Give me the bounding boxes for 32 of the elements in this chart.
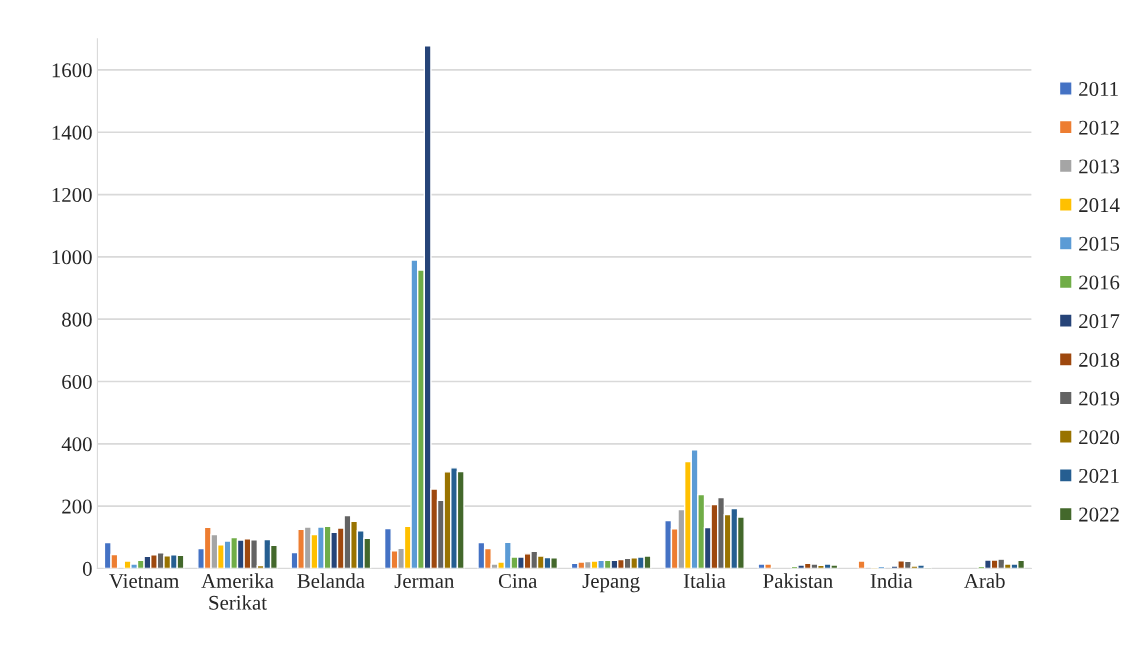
legend-label: 2013 bbox=[1079, 159, 1120, 174]
legend-label: 2019 bbox=[1079, 391, 1120, 406]
legend-label: 2021 bbox=[1079, 468, 1119, 483]
legend-label: 2017 bbox=[1079, 314, 1120, 329]
x-tick-label: Italia bbox=[683, 573, 726, 588]
legend-label: 2022 bbox=[1079, 507, 1119, 522]
legend-label: 2014 bbox=[1079, 198, 1120, 213]
x-tick-label: Cina bbox=[498, 574, 538, 588]
y-tick-label: 200 bbox=[62, 499, 92, 514]
y-tick-label: 1000 bbox=[52, 250, 92, 265]
y-tick-label: 0 bbox=[82, 561, 92, 576]
legend-label: 2020 bbox=[1079, 430, 1120, 445]
legend-label: 2012 bbox=[1079, 120, 1119, 135]
x-tick-label: Vietnam bbox=[109, 574, 180, 589]
legend-label: 2016 bbox=[1079, 275, 1120, 290]
y-tick-label: 1400 bbox=[52, 125, 92, 140]
y-tick-label: 1200 bbox=[52, 187, 92, 202]
x-tick-label: India bbox=[870, 573, 913, 588]
x-tick-label: Amerika Serikat bbox=[201, 573, 274, 610]
x-tick-label: Arab bbox=[964, 573, 1005, 588]
bar bbox=[857, 560, 866, 569]
y-tick-label: 400 bbox=[61, 437, 92, 452]
y-tick-label: 600 bbox=[62, 374, 92, 389]
legend-label: 2018 bbox=[1079, 352, 1120, 367]
y-tick-label: 800 bbox=[62, 312, 92, 327]
x-tick-label: Belanda bbox=[297, 573, 365, 588]
legend-label: 2011 bbox=[1079, 82, 1118, 97]
x-tick-label: Jerman bbox=[394, 574, 455, 588]
x-tick-label: Pakistan bbox=[763, 573, 833, 588]
legend-label: 2015 bbox=[1079, 236, 1120, 251]
x-tick-label: Jepang bbox=[582, 574, 640, 593]
y-tick-label: 1600 bbox=[52, 63, 92, 78]
